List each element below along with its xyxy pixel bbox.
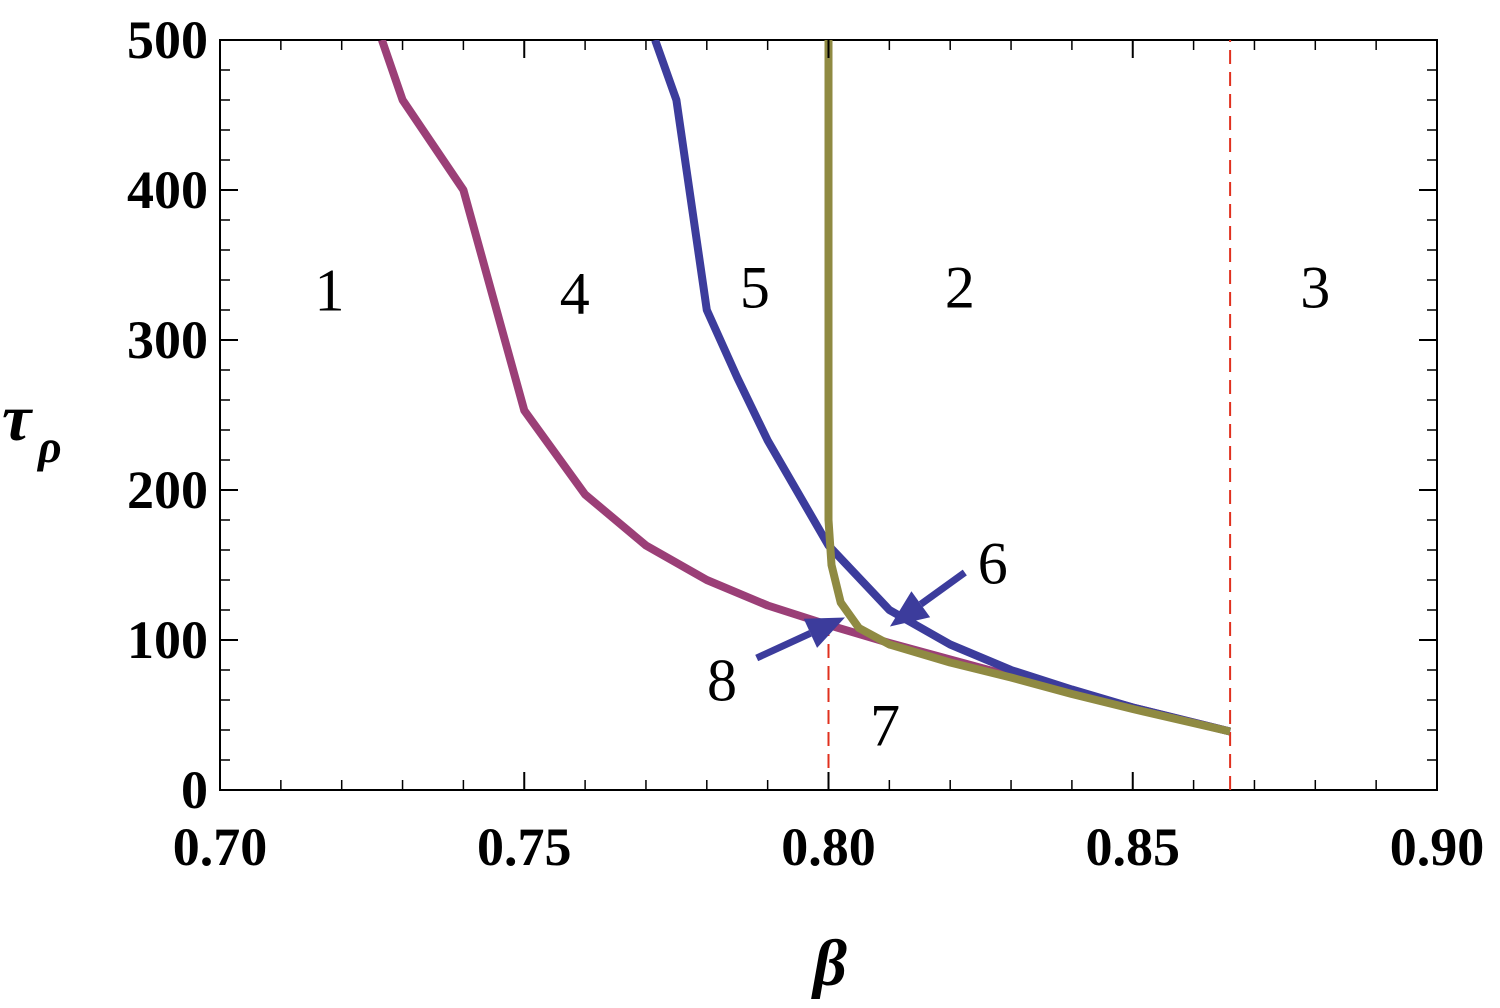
y-tick-label: 300 [127,310,208,370]
plot-layer [378,40,1232,790]
region-label: 7 [870,693,900,759]
arrow-head [889,591,931,627]
line-series [378,40,1232,736]
line-series [651,40,1232,736]
region-label: 8 [707,648,737,714]
x-axis-label: β [810,927,847,1000]
y-tick-label: 500 [127,10,208,70]
x-tick-label: 0.85 [1086,817,1181,877]
y-axis-label: τ [2,382,33,455]
arrow-shaft [755,630,812,662]
y-tick-label: 0 [181,760,208,820]
x-tick-label: 0.80 [781,817,876,877]
line-series [824,40,1232,736]
region-label: 1 [315,258,345,324]
region-label: 3 [1300,255,1330,321]
arrow-shaft [918,569,967,608]
x-tick-label: 0.75 [477,817,572,877]
region-label: 6 [978,531,1008,597]
x-tick-label: 0.90 [1390,817,1485,877]
y-tick-label: 200 [127,460,208,520]
region-label: 2 [945,255,975,321]
region-label: 5 [740,255,770,321]
y-tick-label: 100 [127,610,208,670]
arrow-head [803,617,845,648]
y-tick-label: 400 [127,160,208,220]
x-tick-label: 0.70 [173,817,268,877]
y-axis-label-sub: ρ [36,421,62,472]
region-label: 4 [560,261,590,327]
